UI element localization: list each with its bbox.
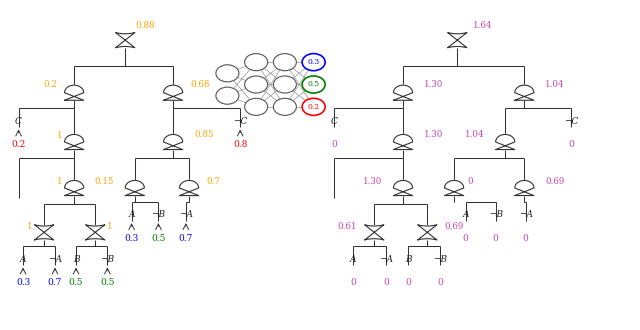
Polygon shape xyxy=(179,181,198,196)
Text: 0: 0 xyxy=(493,234,499,243)
Text: 0.2: 0.2 xyxy=(43,81,57,89)
Polygon shape xyxy=(65,181,84,196)
Text: 0.5: 0.5 xyxy=(151,234,166,243)
Text: A: A xyxy=(129,210,135,219)
Text: 0: 0 xyxy=(331,140,337,149)
Text: 0.5: 0.5 xyxy=(100,279,115,287)
Ellipse shape xyxy=(273,53,296,71)
Polygon shape xyxy=(86,225,105,240)
Polygon shape xyxy=(394,85,413,100)
Polygon shape xyxy=(394,134,413,149)
Text: ¬A: ¬A xyxy=(48,254,62,264)
Text: B: B xyxy=(73,254,79,264)
Text: 1: 1 xyxy=(106,222,112,231)
Text: ¬C: ¬C xyxy=(564,116,578,126)
Polygon shape xyxy=(35,225,54,240)
Text: 0.5: 0.5 xyxy=(69,279,83,287)
Text: ¬C: ¬C xyxy=(233,116,248,126)
Text: B: B xyxy=(405,254,412,264)
Polygon shape xyxy=(164,134,182,149)
Polygon shape xyxy=(164,85,182,100)
Ellipse shape xyxy=(273,98,296,115)
Polygon shape xyxy=(365,225,384,240)
Ellipse shape xyxy=(244,53,268,71)
Polygon shape xyxy=(65,85,84,100)
Text: 0.3: 0.3 xyxy=(307,58,320,66)
Ellipse shape xyxy=(302,98,325,115)
Text: 0.2: 0.2 xyxy=(12,140,26,149)
Ellipse shape xyxy=(302,76,325,93)
Text: 1.04: 1.04 xyxy=(545,81,564,89)
Text: 1.64: 1.64 xyxy=(473,20,493,30)
Text: 0.69: 0.69 xyxy=(545,177,564,186)
Text: 0.69: 0.69 xyxy=(444,222,464,231)
Ellipse shape xyxy=(244,76,268,93)
Text: 0.5: 0.5 xyxy=(308,81,319,88)
Text: C: C xyxy=(331,116,337,126)
Ellipse shape xyxy=(216,87,239,104)
Text: 0: 0 xyxy=(383,279,388,287)
Polygon shape xyxy=(515,181,534,196)
Text: 0.68: 0.68 xyxy=(190,81,210,89)
Text: ¬B: ¬B xyxy=(488,210,502,219)
Text: 0.8: 0.8 xyxy=(233,140,248,149)
Text: 1: 1 xyxy=(57,177,63,186)
Polygon shape xyxy=(515,85,534,100)
Polygon shape xyxy=(448,33,467,48)
Text: 1: 1 xyxy=(28,222,33,231)
Text: 1.04: 1.04 xyxy=(465,130,484,139)
Text: 0: 0 xyxy=(523,234,529,243)
Text: ¬B: ¬B xyxy=(100,254,115,264)
Polygon shape xyxy=(418,225,437,240)
Polygon shape xyxy=(394,181,413,196)
Text: 0: 0 xyxy=(463,234,468,243)
Polygon shape xyxy=(125,181,145,196)
Ellipse shape xyxy=(273,76,296,93)
Polygon shape xyxy=(495,134,515,149)
Text: 0.85: 0.85 xyxy=(194,130,214,139)
Text: A: A xyxy=(462,210,469,219)
Text: 1.30: 1.30 xyxy=(424,130,444,139)
Text: A: A xyxy=(20,254,26,264)
Text: C: C xyxy=(15,116,22,126)
Text: 1.30: 1.30 xyxy=(424,81,444,89)
Text: 0.3: 0.3 xyxy=(16,279,30,287)
Text: ¬B: ¬B xyxy=(152,210,166,219)
Text: 0: 0 xyxy=(437,279,443,287)
Text: 1.30: 1.30 xyxy=(363,177,382,186)
Ellipse shape xyxy=(216,65,239,82)
Ellipse shape xyxy=(244,98,268,115)
Text: ¬A: ¬A xyxy=(379,254,393,264)
Text: 1: 1 xyxy=(57,131,63,140)
Text: 0: 0 xyxy=(350,279,356,287)
Polygon shape xyxy=(116,33,135,48)
Text: 0: 0 xyxy=(405,279,411,287)
Text: 0: 0 xyxy=(568,140,574,149)
Text: 0.88: 0.88 xyxy=(136,20,156,30)
Text: 0.61: 0.61 xyxy=(338,222,357,231)
Text: 0.7: 0.7 xyxy=(179,234,193,243)
Polygon shape xyxy=(445,181,464,196)
Polygon shape xyxy=(65,134,84,149)
Text: 0.7: 0.7 xyxy=(207,177,220,186)
Text: 0.15: 0.15 xyxy=(94,177,114,186)
Text: ¬A: ¬A xyxy=(518,210,532,219)
Text: 0: 0 xyxy=(467,177,473,186)
Text: ¬A: ¬A xyxy=(179,210,193,219)
Text: 0.7: 0.7 xyxy=(48,279,62,287)
Ellipse shape xyxy=(302,53,325,71)
Text: 0.2: 0.2 xyxy=(308,103,319,111)
Text: A: A xyxy=(350,254,356,264)
Text: 0.3: 0.3 xyxy=(125,234,139,243)
Text: ¬B: ¬B xyxy=(433,254,447,264)
